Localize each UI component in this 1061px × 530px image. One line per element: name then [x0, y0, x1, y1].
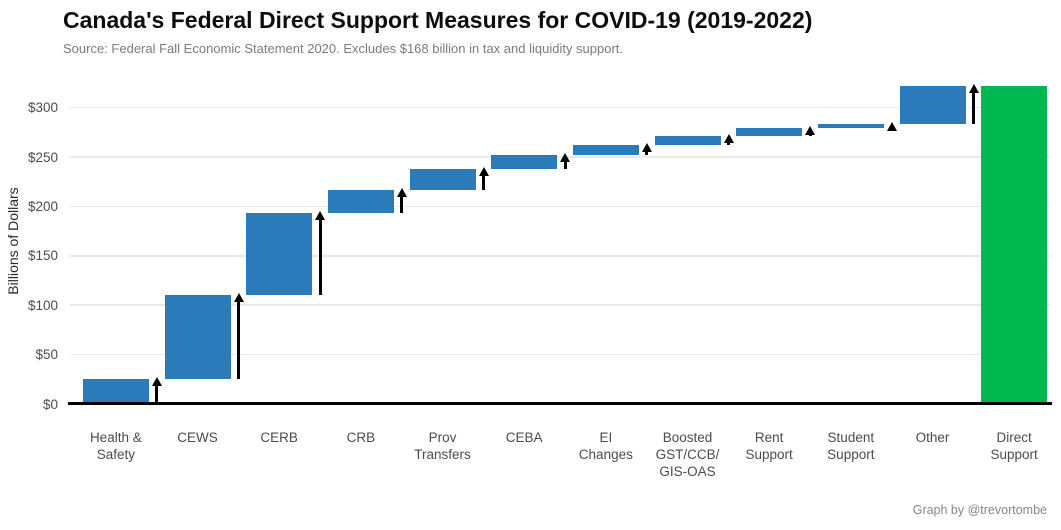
arrow-shaft — [972, 92, 975, 125]
arrow-up-icon — [886, 122, 897, 132]
x-tick-label-prov-transfers: Prov Transfers — [414, 430, 471, 462]
waterfall-step-arrow-boosted-gst-ccb-gis-oas — [723, 134, 735, 146]
x-tick-label-cews: CEWS — [177, 430, 218, 445]
waterfall-step-arrow-other — [968, 83, 980, 125]
y-axis-tick-labels: $0 $50 $100 $150 $200 $250 $300 — [0, 78, 58, 411]
bar-direct-support — [981, 85, 1048, 404]
arrow-up-icon — [968, 83, 979, 93]
gridline-250 — [70, 156, 1050, 158]
chart-title: Canada's Federal Direct Support Measures… — [63, 7, 813, 33]
x-axis-tick-labels: Health & Safety CEWS CERB CRB Prov Transfers… — [70, 429, 1050, 489]
gridline-50 — [70, 353, 1050, 356]
arrow-up-icon — [478, 166, 489, 176]
x-tick-label-health-safety: Health & Safety — [89, 430, 142, 462]
arrow-shaft — [645, 152, 649, 156]
gridline-100 — [70, 304, 1050, 306]
y-tick-label-300: $300 — [27, 100, 58, 116]
arrow-up-icon — [560, 153, 571, 163]
arrow-shaft — [155, 386, 159, 404]
y-tick-label-200: $200 — [27, 198, 58, 214]
gridline-150 — [70, 255, 1050, 257]
waterfall-step-arrow-ceba — [559, 153, 571, 169]
arrow-up-icon — [641, 143, 652, 153]
x-axis-line — [68, 402, 1052, 405]
bar-health-safety — [82, 379, 149, 404]
x-tick-label-ei-changes: EI Changes — [578, 430, 633, 462]
bar-cerb — [246, 213, 313, 296]
chart-subtitle: Source: Federal Fall Economic Statement … — [63, 41, 624, 56]
waterfall-step-arrow-student-support — [886, 122, 898, 132]
x-tick-label-boosted-gst-ccb-gis-oas: Boosted GST/CCB/ GIS-OAS — [655, 430, 720, 479]
bar-other — [899, 85, 966, 125]
bar-cews — [164, 295, 231, 380]
waterfall-step-arrow-cerb — [314, 211, 326, 296]
x-tick-label-student-support: Student Support — [827, 430, 875, 462]
gridline-200 — [70, 205, 1050, 208]
gridline-300 — [70, 106, 1050, 109]
arrow-up-icon — [396, 187, 407, 197]
arrow-up-icon — [315, 211, 326, 221]
arrow-up-icon — [723, 134, 734, 144]
bar-ceba — [491, 155, 558, 169]
waterfall-step-arrow-cews — [233, 293, 245, 380]
y-tick-label-100: $100 — [27, 297, 58, 313]
waterfall-step-arrow-crb — [396, 187, 408, 214]
arrow-shaft — [563, 162, 567, 169]
waterfall-step-arrow-rent-support — [804, 126, 816, 137]
waterfall-step-arrow-prov-transfers — [478, 166, 490, 190]
x-tick-label-crb: CRB — [346, 430, 376, 445]
arrow-shaft — [318, 220, 322, 296]
credit-caption: Graph by @trevortombe — [912, 503, 1047, 517]
x-tick-label-cerb: CERB — [260, 430, 298, 445]
y-tick-label-250: $250 — [27, 149, 58, 165]
y-tick-label-50: $50 — [35, 347, 58, 363]
x-tick-label-ceba: CEBA — [505, 430, 543, 445]
arrow-shaft — [482, 175, 485, 190]
bar-rent-support — [736, 128, 803, 137]
x-tick-label-other: Other — [915, 430, 950, 445]
bar-student-support — [817, 124, 884, 129]
arrow-shaft — [727, 143, 730, 146]
arrow-shaft — [808, 135, 812, 137]
y-tick-label-150: $150 — [27, 248, 58, 264]
x-tick-label-rent-support: Rent Support — [745, 430, 793, 462]
bar-crb — [327, 189, 394, 214]
bar-ei-changes — [572, 145, 639, 156]
arrow-shaft — [400, 196, 404, 214]
bar-prov-transfers — [409, 168, 476, 190]
x-tick-label-direct-support: Direct Support — [990, 430, 1038, 462]
arrow-up-icon — [151, 377, 162, 387]
y-tick-label-0: $0 — [42, 396, 58, 412]
waterfall-step-arrow-health-safety — [151, 377, 163, 404]
arrow-up-icon — [233, 293, 244, 303]
bar-boosted-gst-ccb-gis-oas — [654, 136, 721, 146]
arrow-shaft — [237, 302, 240, 380]
arrow-up-icon — [805, 126, 816, 136]
waterfall-step-arrow-ei-changes — [641, 143, 653, 156]
plot-area — [68, 78, 1052, 405]
